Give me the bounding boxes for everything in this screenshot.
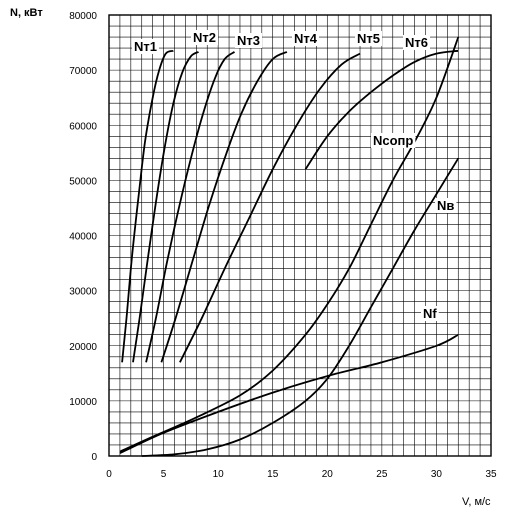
y-axis-label: N, кВт — [10, 7, 43, 19]
series-line-n2 — [132, 51, 199, 363]
series-label-n2: Nт2 — [193, 30, 216, 45]
series-label-n: Nв — [437, 198, 454, 213]
y-tick-label: 60000 — [69, 121, 97, 132]
series-label-background — [403, 35, 430, 50]
series-label-background — [132, 39, 159, 54]
series-labels: Nт1 Nт2 Nт3 Nт4 Nт5 Nт6 Nсопр Nв Nf — [132, 30, 457, 321]
plot-frame — [108, 14, 492, 457]
y-tick-label: 50000 — [69, 176, 97, 187]
series-line-n5 — [179, 52, 361, 363]
y-tick-label: 10000 — [69, 397, 97, 408]
y-tick-label: 70000 — [69, 66, 97, 77]
x-tick-label: 10 — [213, 469, 225, 480]
series-label-n4: Nт4 — [294, 31, 318, 46]
y-tick-label: 80000 — [69, 11, 97, 22]
series-label-background — [191, 30, 218, 45]
series-label-background — [435, 198, 457, 213]
series-label-n3: Nт3 — [237, 33, 260, 48]
series-lines — [119, 36, 460, 457]
series-line-n — [141, 157, 460, 457]
series-label-n1: Nт1 — [134, 39, 157, 54]
series-line-n4 — [160, 51, 288, 363]
series-line-n6 — [304, 49, 459, 170]
x-tick-label: 30 — [431, 469, 443, 480]
x-tick-label: 35 — [485, 469, 497, 480]
series-label-background — [292, 31, 319, 46]
series-line-n3 — [145, 51, 236, 363]
series-line-n1 — [121, 49, 174, 363]
y-tick-label: 20000 — [69, 342, 97, 353]
grid — [108, 14, 492, 457]
series-label-n6: Nт6 — [405, 35, 428, 50]
x-tick-label: 15 — [267, 469, 279, 480]
y-tick-label: 30000 — [69, 287, 97, 298]
x-tick-label: 5 — [161, 469, 167, 480]
series-label-n: Nсопр — [373, 133, 413, 148]
series-line-nf — [119, 333, 459, 455]
y-tick-label: 40000 — [69, 232, 97, 243]
x-tick-label: 20 — [322, 469, 334, 480]
series-label-n5: Nт5 — [357, 31, 380, 46]
y-tick-label: 0 — [91, 452, 97, 463]
tick-labels: 0 5 10 15 20 25 30 35 0 10000 20000 30000 40000 50000… — [69, 11, 497, 480]
x-tick-label: 0 — [106, 469, 112, 480]
series-label-nf: Nf — [423, 306, 437, 321]
x-axis-label: V, м/с — [462, 496, 491, 508]
series-label-background — [371, 133, 416, 148]
series-label-background — [355, 31, 382, 46]
series-label-background — [421, 306, 439, 321]
x-tick-label: 25 — [376, 469, 388, 480]
series-label-background — [235, 33, 262, 48]
